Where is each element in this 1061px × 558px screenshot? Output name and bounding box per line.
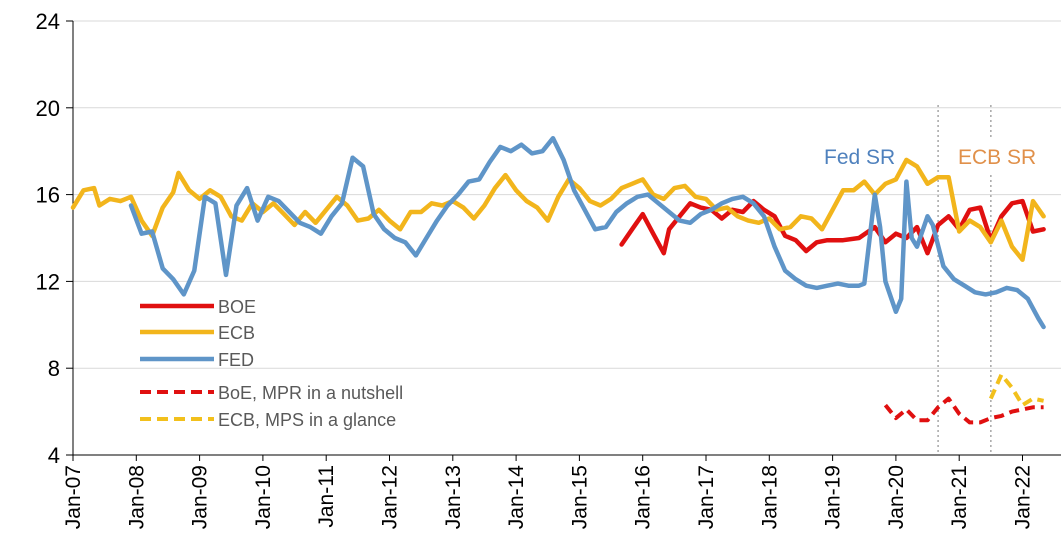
x-tick-label: Jan-13 xyxy=(442,465,465,529)
y-tick-label: 12 xyxy=(36,269,60,294)
x-tick-label: Jan-22 xyxy=(1012,465,1035,529)
x-tick-label: Jan-07 xyxy=(62,465,85,529)
y-tick-label: 4 xyxy=(48,443,60,468)
x-axis: Jan-07 Jan-08 Jan-09 Jan-10 Jan-11 Jan-12 Jan-… xyxy=(62,454,1061,530)
series-lines xyxy=(70,135,1046,425)
annotation-label-bg xyxy=(819,140,909,172)
series-line-ecb-mps-in-a-glance xyxy=(988,372,1045,408)
y-tick-label: 8 xyxy=(48,356,60,381)
series-line-ecb xyxy=(70,157,1046,262)
gridlines xyxy=(73,20,1061,369)
x-tick-label: Jan-19 xyxy=(822,465,845,529)
legend-label: FED xyxy=(218,350,254,370)
annotations: Fed SR ECB SR xyxy=(819,105,1053,455)
x-tick-label: Jan-16 xyxy=(632,465,655,529)
x-tick-label: Jan-17 xyxy=(695,465,718,529)
x-tick-label: Jan-18 xyxy=(758,465,781,529)
x-tick-label: Jan-10 xyxy=(252,465,275,529)
x-tick-label: Jan-08 xyxy=(125,465,148,529)
y-tick-label: 24 xyxy=(36,9,60,34)
y-tick-label: 16 xyxy=(36,183,60,208)
x-tick-label: Jan-12 xyxy=(379,465,402,529)
legend-label: ECB xyxy=(218,323,255,343)
series-line-boe xyxy=(619,198,1046,256)
x-tick-label: Jan-11 xyxy=(315,465,338,528)
y-tick-label: 20 xyxy=(36,96,60,121)
annotation-label: ECB SR xyxy=(958,146,1036,169)
annotation-label: Fed SR xyxy=(824,146,895,169)
series-line-boe-mpr-in-a-nutshell xyxy=(883,396,1044,425)
y-axis: 4 8 12 16 20 24 xyxy=(36,9,74,468)
annotation-label-bg xyxy=(953,140,1053,172)
x-tick-label: Jan-21 xyxy=(948,465,971,529)
x-tick-label: Jan-20 xyxy=(885,465,908,529)
legend-label: BoE, MPR in a nutshell xyxy=(218,383,403,403)
series-line-fed xyxy=(128,135,1046,330)
legend-label: BOE xyxy=(218,297,256,317)
x-tick-label: Jan-09 xyxy=(189,465,212,529)
legend-label: ECB, MPS in a glance xyxy=(218,410,396,430)
x-tick-label: Jan-15 xyxy=(568,465,591,529)
legend: BOE ECB FED BoE, MPR in a nutshell ECB, MPS … xyxy=(140,297,403,430)
x-tick-label: Jan-14 xyxy=(505,465,528,530)
